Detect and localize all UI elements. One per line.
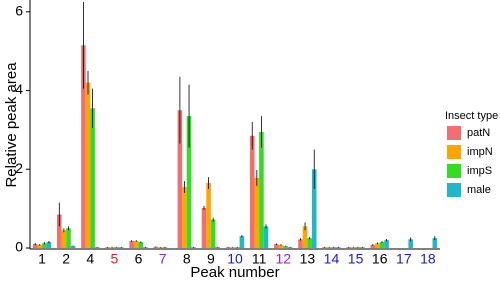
bar	[42, 243, 47, 248]
bar	[57, 214, 62, 248]
bar	[206, 183, 211, 248]
bar	[298, 239, 303, 248]
x-tick-label: 18	[420, 251, 436, 267]
bar	[379, 242, 385, 248]
y-tick-label: 0	[15, 239, 23, 255]
legend-swatch	[447, 126, 461, 140]
bar	[133, 240, 139, 248]
bar	[70, 246, 76, 248]
bar	[239, 236, 245, 248]
legend-swatch	[447, 145, 461, 159]
legend-swatch	[447, 183, 461, 197]
bar	[81, 45, 86, 249]
x-tick-label: 4	[86, 251, 94, 267]
x-tick-label: 1	[38, 251, 46, 267]
x-axis-title: Peak number	[190, 264, 279, 281]
legend-label: impS	[467, 165, 492, 177]
bar	[254, 177, 260, 248]
bar	[210, 219, 216, 248]
legend-swatch	[447, 164, 461, 178]
x-tick-label: 8	[183, 251, 191, 267]
bar	[37, 244, 43, 248]
x-tick-label: 14	[324, 251, 340, 267]
legend-title: Insect type	[445, 110, 498, 122]
bar	[278, 244, 284, 248]
x-tick-label: 12	[275, 251, 291, 267]
bar	[274, 244, 279, 248]
bar	[46, 242, 52, 248]
bar	[384, 240, 389, 248]
bar	[307, 238, 312, 248]
y-tick-label: 6	[15, 3, 23, 19]
bar	[32, 244, 38, 248]
x-tick-label: 15	[348, 251, 364, 267]
bar	[370, 244, 376, 248]
x-tick-label: 17	[396, 251, 412, 267]
x-tick-label: 7	[159, 251, 167, 267]
bar	[177, 110, 183, 248]
x-tick-label: 9	[207, 251, 215, 267]
x-tick-label: 10	[227, 251, 243, 267]
bar	[311, 169, 317, 248]
y-axis-title: Relative peak area	[3, 62, 20, 188]
bar	[66, 228, 71, 248]
x-tick-label: 5	[111, 251, 119, 267]
x-tick-label: 11	[252, 251, 267, 267]
legend-label: impN	[467, 146, 493, 158]
bar	[408, 239, 413, 248]
bar	[283, 246, 288, 248]
bar	[259, 131, 264, 248]
y-tick-label: 2	[15, 160, 23, 176]
legend-label: male	[467, 184, 491, 196]
x-tick-label: 16	[372, 251, 388, 267]
bar	[375, 243, 380, 248]
bar	[432, 238, 438, 248]
y-tick-label: 4	[15, 81, 23, 97]
bar	[90, 108, 95, 248]
bar	[182, 186, 187, 248]
bar	[85, 82, 91, 249]
bar	[263, 226, 269, 248]
bar	[153, 246, 159, 248]
x-tick-label: 6	[135, 251, 143, 267]
bar	[138, 242, 144, 248]
bar	[302, 226, 308, 248]
bar	[129, 240, 134, 248]
bar	[186, 116, 192, 248]
x-tick-label: 13	[300, 251, 316, 267]
bar	[249, 135, 255, 248]
x-tick-label: 2	[62, 251, 70, 267]
legend-label: patN	[467, 127, 490, 139]
bar	[201, 207, 207, 248]
bar	[61, 230, 67, 248]
